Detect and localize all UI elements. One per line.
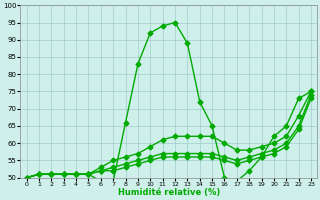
X-axis label: Humidité relative (%): Humidité relative (%) bbox=[118, 188, 220, 197]
